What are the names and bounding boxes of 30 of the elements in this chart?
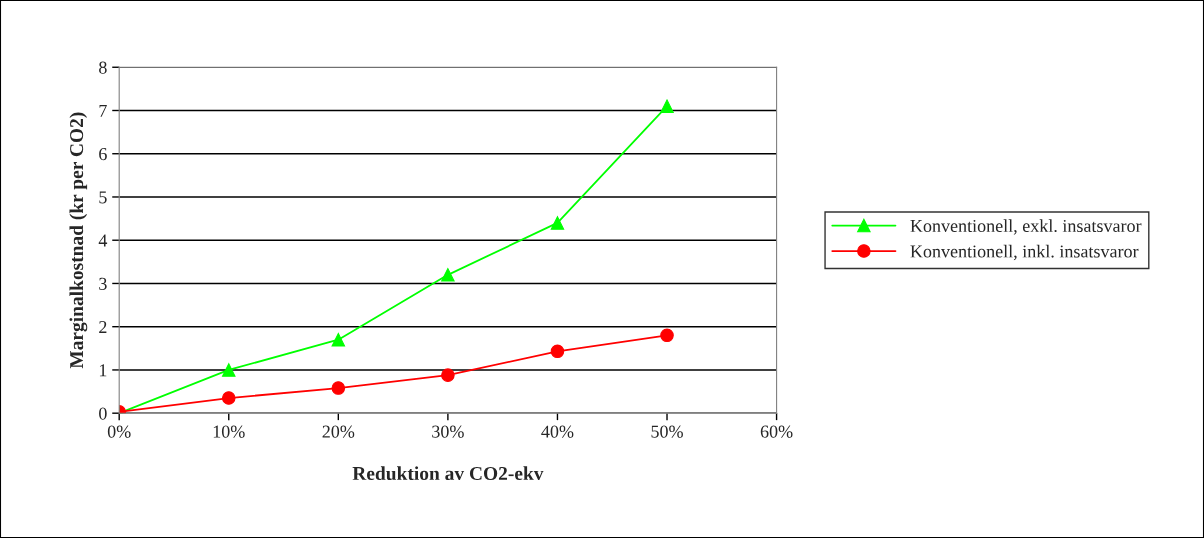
point: [660, 328, 674, 343]
y-tick-label: 8: [99, 61, 107, 74]
x-tick-label: 40%: [541, 425, 574, 438]
legend-label: Konventionell, exkl. insatsvaror: [910, 219, 1142, 235]
legend-label: Konventionell, inkl. insatsvaror: [910, 244, 1139, 261]
x-tick-label: 10%: [213, 425, 245, 438]
y-tick-label: 6: [99, 148, 107, 161]
x-tick-label: 20%: [322, 425, 355, 438]
point: [660, 99, 674, 113]
y-tick-label: 2: [99, 321, 107, 333]
x-tick-label: 60%: [760, 425, 793, 438]
x-axis-title: Reduktion av CO2-ekv: [352, 466, 544, 481]
y-axis-title: Marginalkostnad (kr per CO2): [69, 112, 88, 369]
point: [221, 391, 236, 405]
y-tick-label: 1: [99, 364, 107, 377]
point: [550, 344, 565, 359]
x-tick-label: 0%: [107, 425, 131, 438]
point: [331, 381, 346, 395]
y-tick-label: 0: [99, 407, 107, 420]
point: [331, 332, 346, 347]
point: [441, 268, 455, 282]
y-tick-label: 4: [98, 234, 108, 247]
point: [221, 363, 236, 377]
y-tick-label: 5: [99, 191, 107, 204]
y-tick-label: 7: [99, 104, 107, 117]
y-tick-label: 3: [99, 277, 107, 290]
x-tick-label: 30%: [432, 425, 464, 438]
point: [441, 368, 455, 382]
point: [550, 216, 565, 230]
x-tick-label: 50%: [651, 425, 683, 438]
